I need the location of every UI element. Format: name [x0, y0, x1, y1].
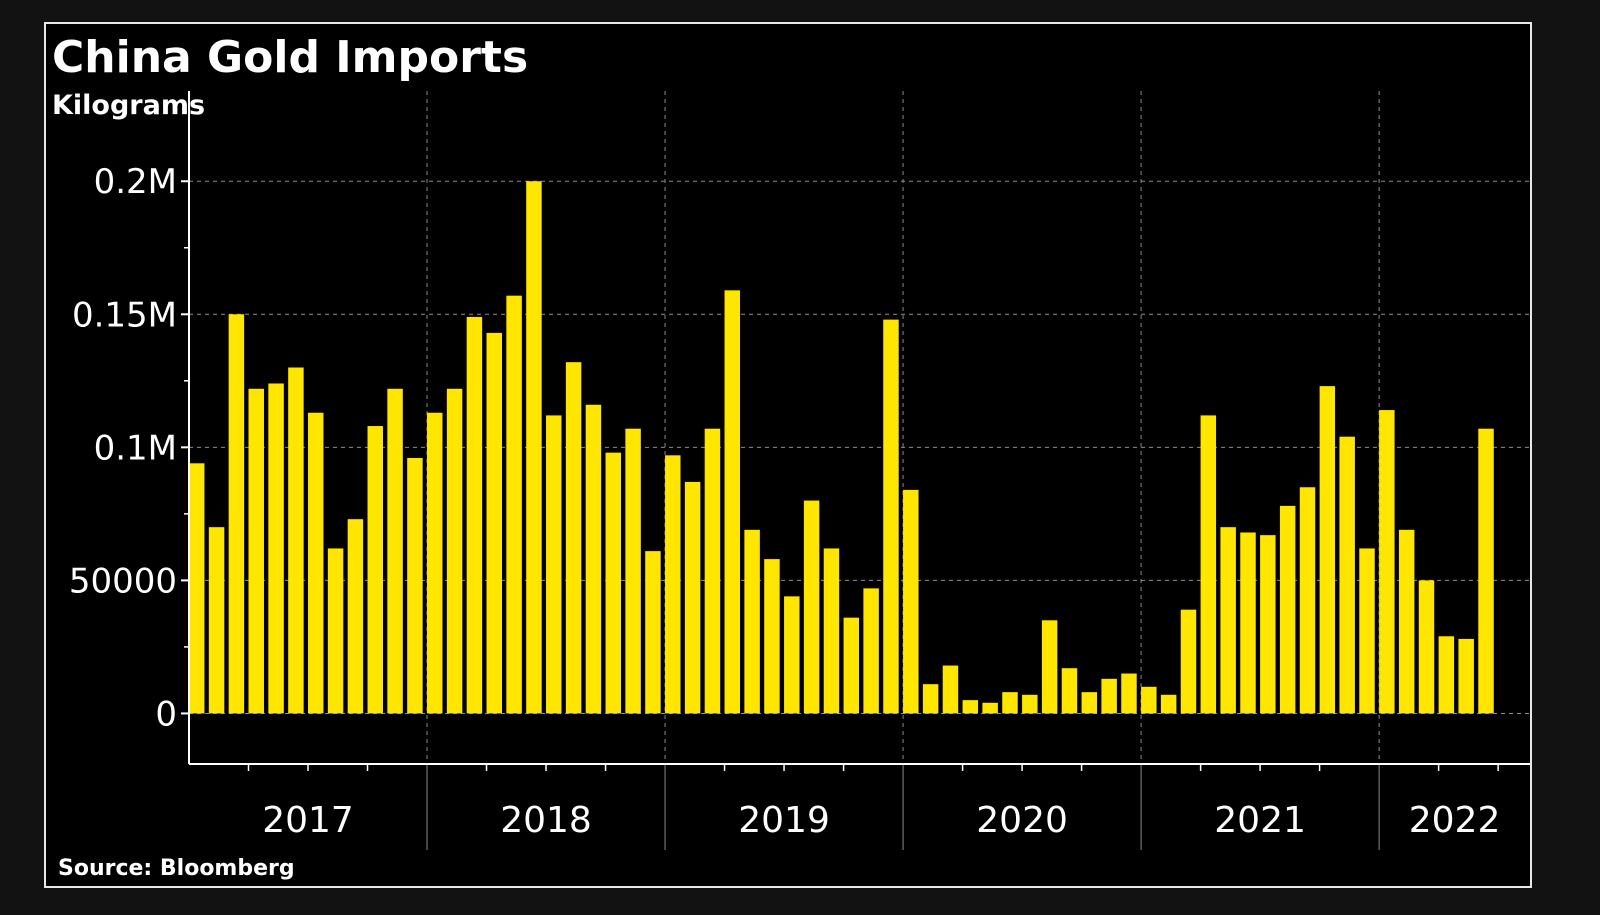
y-tick-label: 0: [155, 694, 177, 734]
bar: [744, 529, 760, 714]
x-year-label: 2022: [1409, 800, 1501, 841]
bar: [1022, 694, 1038, 714]
bar: [883, 319, 899, 714]
bar: [704, 428, 721, 714]
bar: [308, 412, 324, 714]
bar: [1379, 410, 1395, 714]
bar: [407, 457, 423, 714]
bar: [367, 426, 383, 714]
bar: [645, 551, 661, 714]
x-year-label: 2021: [1214, 800, 1306, 841]
bar: [1359, 548, 1375, 714]
bar: [189, 463, 205, 714]
bar: [1319, 386, 1336, 714]
bar: [1478, 428, 1494, 714]
bar: [1260, 535, 1276, 714]
bar: [1081, 692, 1098, 714]
bar: [446, 388, 463, 714]
bar-chart: 0 50000 0.1M 0.15M 0.2M 2017 2018 2019 2020 2021 2…: [69, 91, 1530, 850]
bar: [764, 559, 780, 714]
bar: [843, 617, 860, 714]
bar: [684, 481, 701, 714]
tick-labels: 0 50000 0.1M 0.15M 0.2M 2017 2018 2019 2020 2021 2…: [69, 162, 1501, 841]
bar: [1438, 636, 1455, 714]
bar: [1061, 668, 1078, 714]
bar: [1398, 529, 1415, 714]
bar: [1141, 686, 1157, 714]
bar: [1101, 678, 1117, 714]
x-year-label: 2019: [738, 800, 830, 841]
bar: [982, 702, 998, 714]
bar: [942, 665, 959, 714]
chart-frame: 0 50000 0.1M 0.15M 0.2M 2017 2018 2019 2020 2021 2…: [44, 22, 1532, 888]
bar: [625, 428, 641, 714]
chart-title: China Gold Imports: [52, 32, 529, 83]
bar: [466, 316, 483, 714]
bar: [387, 388, 403, 714]
bar: [803, 500, 820, 714]
bar: [1160, 694, 1177, 714]
bar: [585, 404, 602, 714]
bar: [922, 684, 939, 714]
bar: [863, 588, 879, 714]
bar: [427, 412, 443, 714]
bar: [1180, 609, 1197, 714]
bar: [268, 383, 284, 714]
bar: [208, 527, 225, 714]
bar: [1220, 527, 1236, 714]
bar: [347, 519, 364, 714]
axes: [181, 91, 1530, 850]
bar: [1458, 638, 1474, 714]
bar: [962, 700, 979, 714]
bar: [1299, 487, 1316, 714]
y-tick-label: 0.2M: [94, 162, 177, 202]
bar: [605, 452, 622, 714]
bar: [565, 362, 582, 714]
bar: [1240, 532, 1256, 714]
bar: [526, 181, 542, 714]
x-year-label: 2018: [500, 800, 592, 841]
bar: [506, 295, 522, 714]
bar: [327, 548, 344, 714]
bar: [1121, 673, 1137, 714]
bar: [1418, 580, 1435, 714]
bar: [486, 332, 502, 714]
bar: [665, 455, 681, 714]
bar: [823, 548, 840, 714]
bar: [724, 290, 741, 714]
y-tick-label: 0.1M: [94, 428, 177, 468]
bar: [1200, 415, 1217, 714]
bar: [248, 388, 264, 714]
chart-subtitle: Kilograms: [52, 90, 206, 121]
bar: [1339, 436, 1355, 714]
bar: [288, 367, 304, 714]
bar: [1002, 692, 1018, 714]
bar: [903, 489, 919, 714]
bar: [546, 415, 562, 714]
y-tick-label: 50000: [69, 561, 177, 601]
bar: [1041, 620, 1058, 714]
bar: [1279, 505, 1296, 714]
x-year-label: 2017: [262, 800, 354, 841]
y-tick-label: 0.15M: [72, 295, 177, 335]
bar: [228, 314, 245, 714]
bars: [189, 181, 1494, 714]
bar: [784, 596, 800, 714]
x-year-label: 2020: [976, 800, 1068, 841]
chart-source: Source: Bloomberg: [58, 856, 295, 881]
